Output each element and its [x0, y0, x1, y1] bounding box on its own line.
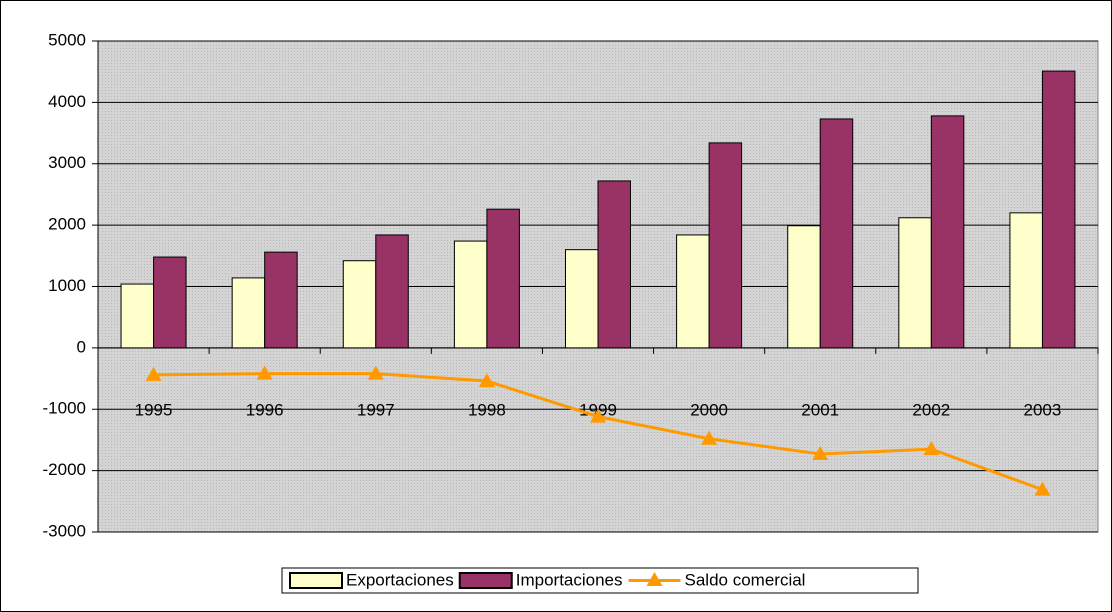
bar: [231, 277, 266, 349]
y-tick-label: 0: [77, 337, 86, 356]
x-tick-label: 1998: [468, 400, 506, 419]
x-tick-label: 1995: [135, 400, 173, 419]
marker: [145, 366, 162, 381]
bar: [1041, 70, 1076, 349]
bar: [120, 283, 155, 349]
y-tick-label: 4000: [48, 92, 86, 111]
bar: [597, 180, 631, 349]
marker: [478, 373, 495, 388]
bar: [342, 260, 377, 349]
bar: [565, 249, 599, 349]
bar: [375, 234, 409, 349]
bar: [708, 142, 743, 349]
bar: [1009, 212, 1043, 349]
y-tick-label: 1000: [48, 276, 86, 295]
marker: [590, 408, 606, 423]
bar: [676, 234, 710, 349]
x-tick-label: 2003: [1024, 400, 1062, 419]
y-tick-label: -1000: [43, 399, 86, 418]
bar: [453, 240, 488, 349]
x-tick-label: 2000: [690, 400, 728, 419]
x-tick-label: 1997: [357, 400, 395, 419]
bar: [153, 256, 187, 349]
bar: [819, 118, 854, 349]
marker: [1034, 481, 1051, 496]
bar: [898, 217, 932, 349]
x-tick-label: 2002: [912, 400, 950, 419]
legend-swatch: [646, 572, 663, 586]
y-tick-label: -3000: [43, 521, 86, 540]
y-tick-label: 2000: [48, 215, 86, 234]
legend-label: Exportaciones: [346, 570, 454, 589]
bar: [787, 225, 821, 349]
marker: [812, 446, 829, 461]
bar: [264, 251, 298, 349]
x-tick-label: 2001: [801, 400, 839, 419]
legend-label: Saldo comercial: [685, 570, 806, 589]
legend-swatch: [458, 572, 513, 589]
legend-label: Importaciones: [516, 570, 623, 589]
legend-swatch: [289, 572, 343, 589]
marker: [701, 430, 718, 445]
legend: Exportaciones Importaciones Saldo comercia…: [281, 567, 919, 594]
y-tick-label: 5000: [48, 30, 86, 49]
bar: [486, 208, 520, 349]
marker: [367, 365, 384, 380]
bar: [930, 115, 965, 349]
y-tick-label: -2000: [43, 460, 86, 479]
marker: [923, 441, 940, 456]
y-tick-label: 3000: [48, 153, 86, 172]
marker: [256, 365, 273, 380]
legend-box: [281, 567, 919, 594]
x-tick-label: 1996: [246, 400, 284, 419]
